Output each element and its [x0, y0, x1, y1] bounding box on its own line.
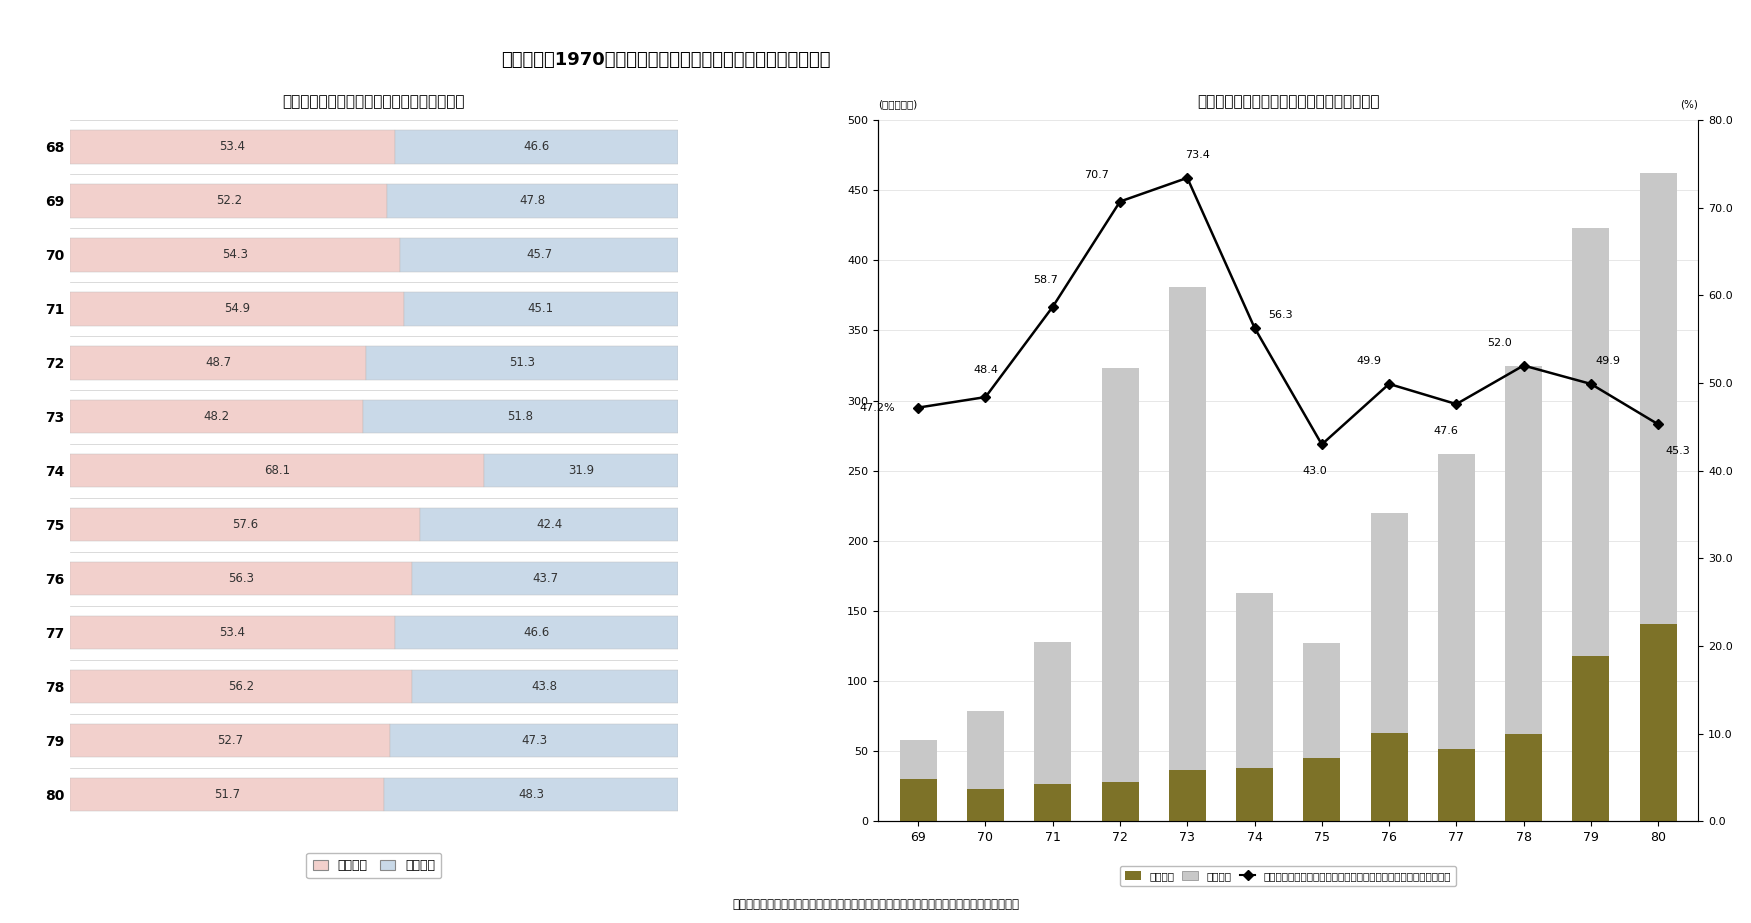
Bar	[1438, 454, 1474, 749]
Bar	[404, 292, 678, 326]
Bar	[1572, 656, 1609, 821]
Bar	[411, 670, 678, 703]
Bar	[1506, 735, 1543, 821]
Text: 53.4: 53.4	[219, 626, 245, 639]
Bar	[1101, 782, 1138, 821]
Title: 【新契約保険料の個人年金：生命保険構成】: 【新契約保険料の個人年金：生命保険構成】	[282, 94, 466, 109]
Text: 42.4: 42.4	[536, 518, 562, 532]
Bar	[1168, 287, 1206, 770]
Bar	[399, 238, 678, 271]
Text: 58.7: 58.7	[1033, 275, 1058, 285]
Bar	[70, 346, 366, 379]
Bar	[420, 508, 678, 542]
Text: グラフ６　1970年代の英国生保業界の投資・貯蓄商品への傾斜: グラフ６ 1970年代の英国生保業界の投資・貯蓄商品への傾斜	[501, 51, 830, 69]
Bar	[411, 562, 678, 595]
Text: 45.7: 45.7	[525, 248, 552, 261]
Bar	[70, 238, 399, 271]
Text: 45.3: 45.3	[1665, 446, 1691, 456]
Text: 48.4: 48.4	[974, 366, 998, 375]
Bar	[900, 740, 937, 779]
Text: 45.1: 45.1	[527, 303, 553, 316]
Bar	[1639, 624, 1677, 821]
Bar	[383, 778, 678, 811]
Text: 51.8: 51.8	[508, 410, 534, 424]
Bar	[70, 508, 420, 542]
Text: 56.3: 56.3	[228, 572, 254, 585]
Text: 43.7: 43.7	[532, 572, 559, 585]
Bar	[1101, 368, 1138, 782]
Bar	[394, 130, 678, 163]
Text: 46.6: 46.6	[524, 140, 550, 153]
Text: 46.6: 46.6	[524, 626, 550, 639]
Legend: 個人年金, 生命保険: 個人年金, 生命保険	[306, 853, 441, 879]
Bar	[70, 185, 387, 218]
Bar	[1506, 366, 1543, 735]
Text: 54.3: 54.3	[222, 248, 249, 261]
Bar	[967, 711, 1003, 789]
Title: 【ユニットリンク商品からの新契約保険料】: 【ユニットリンク商品からの新契約保険料】	[1198, 94, 1380, 109]
Text: 56.2: 56.2	[228, 680, 254, 693]
Bar	[900, 779, 937, 821]
Bar	[394, 616, 678, 650]
Text: 47.3: 47.3	[522, 734, 548, 747]
Text: 52.2: 52.2	[215, 195, 242, 208]
Text: 43.0: 43.0	[1303, 466, 1327, 476]
Bar	[1035, 784, 1072, 821]
Legend: 平準払い, 一時払い, ユニットリンク商品の新契約保険料が全新契約保険料に占める割合: 平準払い, 一時払い, ユニットリンク商品の新契約保険料が全新契約保険料に占める…	[1121, 866, 1457, 886]
Text: 48.3: 48.3	[518, 788, 545, 801]
Bar	[70, 454, 483, 487]
Text: 48.7: 48.7	[205, 356, 231, 369]
Bar	[1371, 733, 1408, 821]
Bar	[70, 778, 383, 811]
Text: 43.8: 43.8	[532, 680, 559, 693]
Bar	[1236, 768, 1273, 821]
Text: 51.3: 51.3	[510, 356, 536, 369]
Text: 48.2: 48.2	[203, 410, 229, 424]
Text: 56.3: 56.3	[1268, 309, 1292, 319]
Text: 52.7: 52.7	[217, 734, 243, 747]
Bar	[1303, 759, 1340, 821]
Text: (%): (%)	[1681, 100, 1698, 110]
Text: 57.6: 57.6	[233, 518, 257, 532]
Bar	[1438, 749, 1474, 821]
Bar	[362, 400, 678, 434]
Bar	[70, 670, 411, 703]
Bar	[70, 616, 394, 650]
Text: 49.9: 49.9	[1357, 356, 1382, 366]
Bar	[1303, 643, 1340, 759]
Bar	[1035, 641, 1072, 784]
Text: 47.6: 47.6	[1434, 426, 1459, 436]
Text: 31.9: 31.9	[567, 464, 594, 477]
Text: 47.8: 47.8	[520, 195, 546, 208]
Bar	[70, 130, 394, 163]
Bar	[390, 724, 678, 757]
Bar	[70, 724, 390, 757]
Text: 70.7: 70.7	[1084, 170, 1108, 180]
Bar	[483, 454, 678, 487]
Text: 53.4: 53.4	[219, 140, 245, 153]
Bar	[70, 562, 411, 595]
Bar	[1236, 593, 1273, 768]
Bar	[70, 292, 404, 326]
Bar	[387, 185, 678, 218]
Text: 51.7: 51.7	[214, 788, 240, 801]
Bar	[366, 346, 678, 379]
Text: 54.9: 54.9	[224, 303, 250, 316]
Text: 52.0: 52.0	[1488, 338, 1513, 348]
Text: 73.4: 73.4	[1185, 150, 1210, 161]
Text: （資料）生命保険文化研究所「英国の生命保険－英国生命保険協会ほか編」各年版より作成: （資料）生命保険文化研究所「英国の生命保険－英国生命保険協会ほか編」各年版より作…	[732, 898, 1019, 911]
Bar	[1168, 770, 1206, 821]
Text: (百万ポンド): (百万ポンド)	[877, 100, 918, 110]
Bar	[967, 789, 1003, 821]
Bar	[70, 400, 362, 434]
Bar	[1572, 228, 1609, 656]
Bar	[1371, 513, 1408, 733]
Text: 68.1: 68.1	[264, 464, 291, 477]
Text: 49.9: 49.9	[1595, 356, 1620, 366]
Bar	[1639, 174, 1677, 624]
Text: 47.2%: 47.2%	[860, 402, 895, 413]
